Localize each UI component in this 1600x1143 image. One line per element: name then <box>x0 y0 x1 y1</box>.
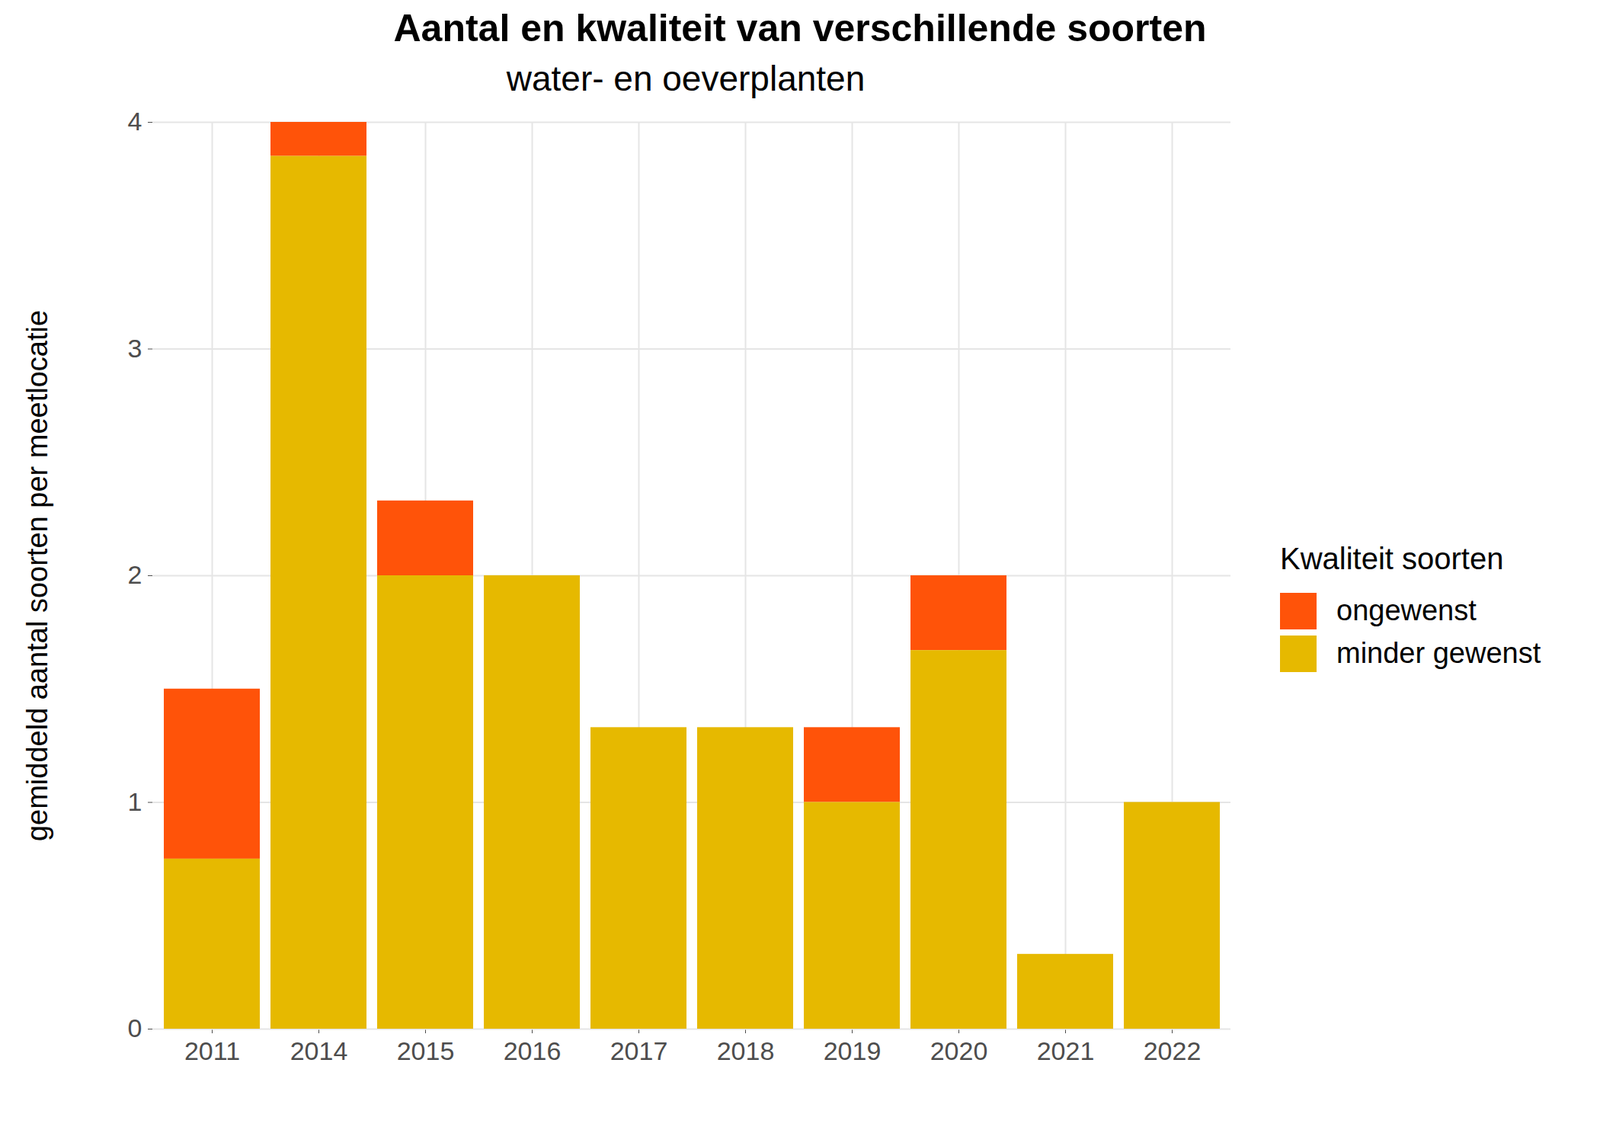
html-text:ongewenst: ongewenst <box>1336 594 1477 627</box>
html-text:water- en oeverplanten: water- en oeverplanten <box>506 58 865 99</box>
svg-text:2018: 2018 <box>716 1036 775 1066</box>
svg-text:2: 2 <box>128 560 143 589</box>
svg-text:1: 1 <box>128 787 143 816</box>
svg-text:4: 4 <box>128 106 143 136</box>
svg-text:gemiddeld aantal soorten per m: gemiddeld aantal soorten per meetlocatie <box>21 310 54 842</box>
html-text:minder gewenst: minder gewenst <box>1336 636 1541 669</box>
svg-text:2011: 2011 <box>184 1036 240 1066</box>
svg-text:2015: 2015 <box>396 1036 455 1066</box>
svg-text:2021: 2021 <box>1036 1036 1095 1066</box>
svg-text:2020: 2020 <box>930 1036 989 1066</box>
svg-text:2017: 2017 <box>610 1036 669 1066</box>
svg-text:0: 0 <box>128 1013 143 1043</box>
html-text:Aantal en kwaliteit van versch: Aantal en kwaliteit van verschillende so… <box>393 6 1207 50</box>
html-text:Kwaliteit soorten: Kwaliteit soorten <box>1280 541 1504 575</box>
svg-text:2019: 2019 <box>823 1036 882 1066</box>
svg-text:2014: 2014 <box>290 1036 349 1066</box>
svg-text:2016: 2016 <box>503 1036 562 1066</box>
svg-text:3: 3 <box>128 333 143 363</box>
svg-text:2022: 2022 <box>1143 1036 1202 1066</box>
